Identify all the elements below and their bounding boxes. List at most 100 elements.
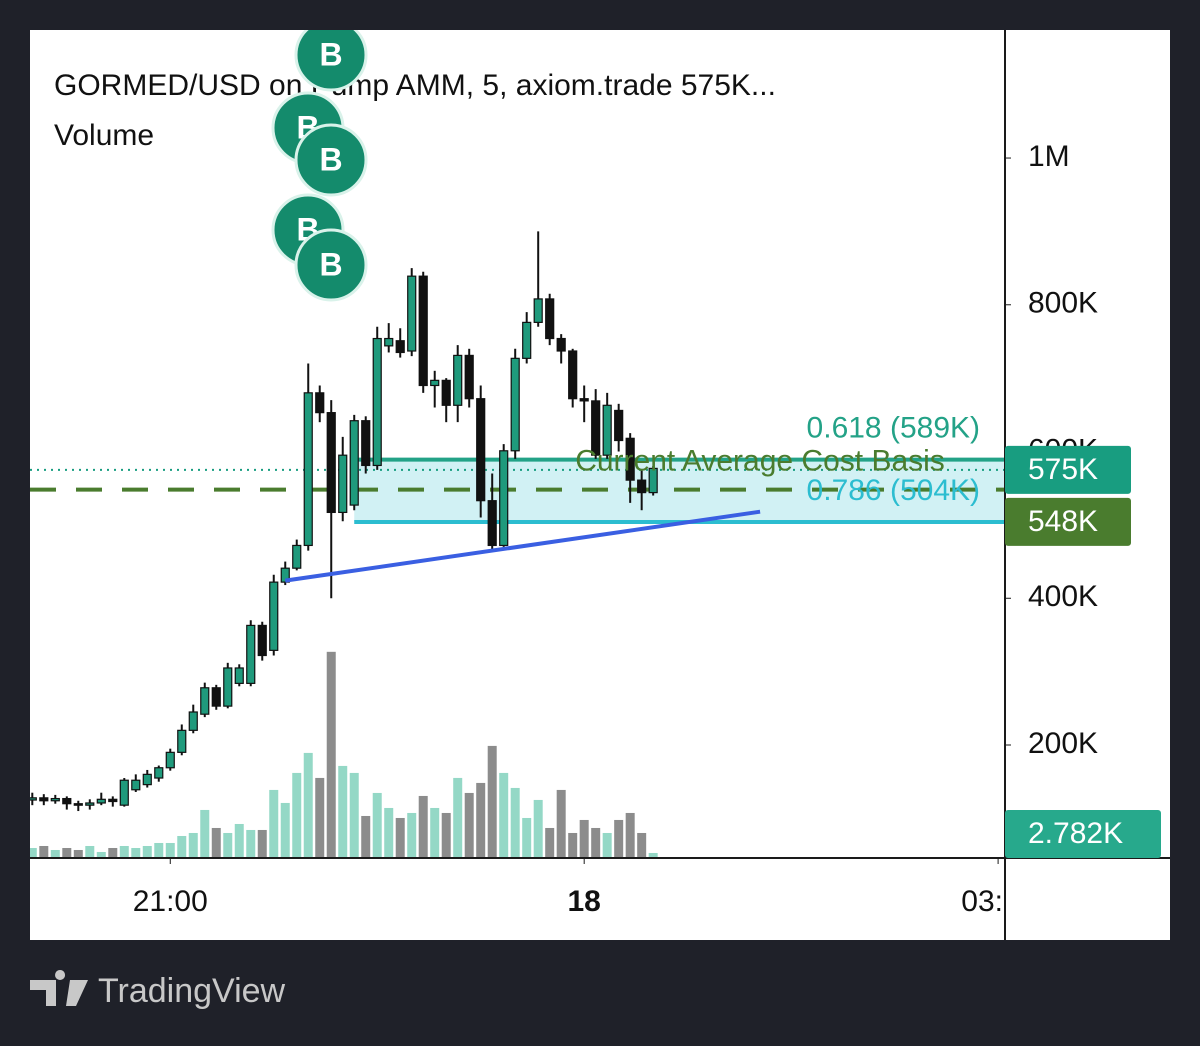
volume-bar [50,849,60,858]
volume-bar [441,812,451,858]
volume-bar [257,829,267,858]
x-tick-label: 18 [567,885,600,918]
volume-bar [246,829,256,858]
price-labels: 575K 548K 2.782K [1005,445,1161,858]
volume-bar [545,827,555,858]
candle-body [533,298,543,323]
candle-body [303,392,313,547]
y-tick-label: 200K [1028,727,1098,760]
volume-bar [338,765,348,858]
candle-body [223,667,233,707]
candle-body [246,624,256,684]
candle-body [131,779,141,791]
volume-bar [62,847,72,858]
candle-body [545,298,555,340]
candle-body [637,479,647,494]
candle-body [430,379,440,387]
price-label: 548K [1028,505,1098,538]
volume-bar [568,832,578,858]
footer: TradingView [30,970,286,1010]
volume-bar [315,777,325,858]
candle-body [211,687,221,707]
volume-bar [464,792,474,858]
buy-marker-label: B [319,36,342,72]
candle-body [395,340,405,354]
candle-body [349,420,359,506]
candle-body [510,357,520,452]
volume-bar [499,772,509,858]
fib-level-label: 0.786 (504K) [807,474,980,507]
volume-bar [30,847,37,858]
volume-bar [487,745,497,858]
candle-body [39,797,49,802]
volume-title: Volume [54,119,154,152]
buy-marker-label: B [319,246,342,282]
candle-body [372,337,382,467]
candle-body [154,767,164,779]
volume-bar [522,817,532,858]
buy-marker-label: B [319,141,342,177]
volume-bar [154,842,164,858]
volume-bar [234,823,244,858]
candle-body [119,779,129,806]
y-tick-label: 800K [1028,287,1098,320]
volume-bar [395,817,405,858]
y-tick-label: 400K [1028,580,1098,613]
volume-bar [372,792,382,858]
price-label-box [1005,497,1131,546]
volume-bar [648,852,658,858]
candle-body [165,751,175,769]
candle-body [108,798,118,803]
volume-bar [533,799,543,858]
volume-bar [326,651,336,858]
candle-body [188,711,198,731]
volume-bar [453,777,463,858]
volume-bar [418,795,428,858]
buy-marker [294,228,368,302]
fib-level-label: 0.618 (589K) [807,412,980,445]
volume-bar [384,807,394,858]
candle-body [556,337,566,352]
volume-bar [177,835,187,858]
candle-body [315,392,325,414]
volume-bar [188,832,198,858]
candle-body [476,398,486,502]
candle-body [142,773,152,786]
x-tick-label: 21:00 [133,885,208,918]
volume-bar [510,787,520,858]
cost-basis-label: Current Average Cost Basis [575,445,945,478]
x-tick-label: 03: [961,885,1003,918]
candle-body [464,354,474,400]
candle-body [614,409,624,442]
volume-bar [614,819,624,858]
volume-bar [96,851,106,858]
candle-body [361,420,371,467]
volume-bar [85,845,95,858]
volume-label: 2.782K [1028,817,1123,850]
volume-bar [292,772,302,858]
trendline [284,509,761,583]
candle-body [487,500,497,547]
buy-marker [294,123,368,197]
volume-bar [430,807,440,858]
volume-bar [625,812,635,858]
y-tick-label: 1M [1028,140,1070,173]
volume-bar [142,845,152,858]
volume-bar [269,789,279,858]
candle-body [384,337,394,347]
candle-body [522,321,532,359]
volume-bar [349,772,359,858]
candle-body [579,398,589,402]
candle-body [50,797,60,802]
volume-label-box [1005,810,1161,858]
candle-body [568,350,578,400]
volume-bar [200,809,210,858]
candle-body [625,437,635,481]
volume-bar [591,827,601,858]
tradingview-logo [30,970,88,1006]
volume-bar [39,845,49,858]
volume-bar [165,842,175,858]
candle-body [257,624,267,657]
candle-body [453,354,463,406]
